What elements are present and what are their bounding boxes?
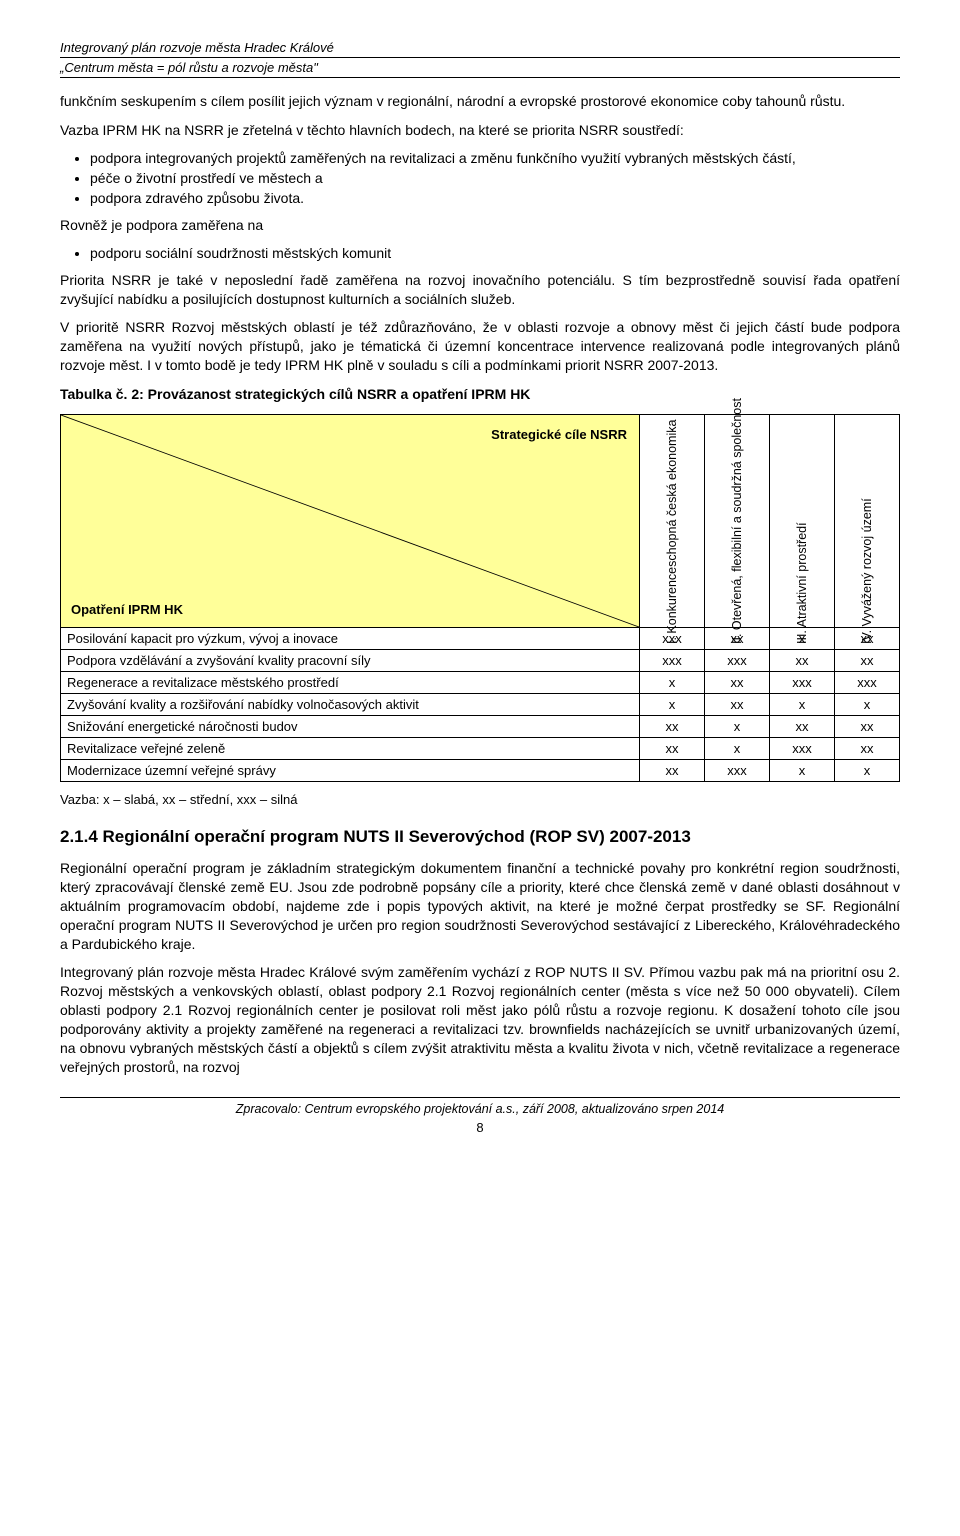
list-item: podporu sociální soudržnosti městských k… xyxy=(90,245,900,261)
table-row: Posilování kapacit pro výzkum, vývoj a i… xyxy=(61,628,900,650)
paragraph: Integrovaný plán rozvoje města Hradec Kr… xyxy=(60,963,900,1076)
cell-value: x xyxy=(705,716,770,738)
cell-value: xx xyxy=(640,716,705,738)
list-item: podpora zdravého způsobu života. xyxy=(90,190,900,206)
column-header: I. Konkurenceschopná česká ekonomika xyxy=(640,415,705,628)
cell-value: xxx xyxy=(640,650,705,672)
cell-value: xx xyxy=(770,650,835,672)
linkage-table: Strategické cíle NSRR Opatření IPRM HK I… xyxy=(60,414,900,782)
cell-value: xx xyxy=(705,694,770,716)
doc-header-line1: Integrovaný plán rozvoje města Hradec Kr… xyxy=(60,40,900,58)
column-header: IV. Vyvážený rozvoj území xyxy=(835,415,900,628)
cell-value: xxx xyxy=(835,672,900,694)
cell-value: xxx xyxy=(770,672,835,694)
bullet-list: podporu sociální soudržnosti městských k… xyxy=(90,245,900,261)
paragraph: Vazba IPRM HK na NSRR je zřetelná v těch… xyxy=(60,121,900,140)
cell-value: xxx xyxy=(705,650,770,672)
row-label: Regenerace a revitalizace městského pros… xyxy=(61,672,640,694)
corner-bottom-label: Opatření IPRM HK xyxy=(71,602,183,617)
cell-value: xx xyxy=(835,716,900,738)
table-row: Revitalizace veřejné zeleněxxxxxxxx xyxy=(61,738,900,760)
cell-value: xx xyxy=(770,716,835,738)
cell-value: xx xyxy=(705,672,770,694)
table-row: Zvyšování kvality a rozšiřování nabídky … xyxy=(61,694,900,716)
cell-value: xx xyxy=(640,760,705,782)
row-label: Posilování kapacit pro výzkum, vývoj a i… xyxy=(61,628,640,650)
doc-header-line2: „Centrum města = pól růstu a rozvoje měs… xyxy=(60,60,900,78)
cell-value: xxx xyxy=(770,738,835,760)
row-label: Revitalizace veřejné zeleně xyxy=(61,738,640,760)
paragraph: funkčním seskupením s cílem posílit jeji… xyxy=(60,92,900,111)
row-label: Snižování energetické náročnosti budov xyxy=(61,716,640,738)
row-label: Podpora vzdělávání a zvyšování kvality p… xyxy=(61,650,640,672)
table-caption: Tabulka č. 2: Provázanost strategických … xyxy=(60,385,900,404)
paragraph: Rovněž je podpora zaměřena na xyxy=(60,216,900,235)
cell-value: xxx xyxy=(705,760,770,782)
cell-value: xx xyxy=(640,738,705,760)
table-row: Regenerace a revitalizace městského pros… xyxy=(61,672,900,694)
bullet-list: podpora integrovaných projektů zaměřenýc… xyxy=(90,150,900,206)
list-item: podpora integrovaných projektů zaměřenýc… xyxy=(90,150,900,166)
cell-value: x xyxy=(640,672,705,694)
paragraph: V prioritě NSRR Rozvoj městských oblastí… xyxy=(60,318,900,375)
footer-text: Zpracovalo: Centrum evropského projektov… xyxy=(60,1097,900,1116)
table-legend: Vazba: x – slabá, xx – střední, xxx – si… xyxy=(60,792,900,807)
cell-value: xx xyxy=(835,738,900,760)
paragraph: Regionální operační program je základním… xyxy=(60,859,900,953)
table-row: Snižování energetické náročnosti budovxx… xyxy=(61,716,900,738)
cell-value: x xyxy=(770,760,835,782)
row-label: Modernizace územní veřejné správy xyxy=(61,760,640,782)
table-row: Modernizace územní veřejné správyxxxxxxx xyxy=(61,760,900,782)
corner-top-label: Strategické cíle NSRR xyxy=(491,427,627,442)
cell-value: x xyxy=(705,738,770,760)
paragraph: Priorita NSRR je také v neposlední řadě … xyxy=(60,271,900,309)
table-row: Podpora vzdělávání a zvyšování kvality p… xyxy=(61,650,900,672)
section-heading: 2.1.4 Regionální operační program NUTS I… xyxy=(60,827,900,847)
column-header: III. Atraktivní prostředí xyxy=(770,415,835,628)
cell-value: xx xyxy=(835,650,900,672)
cell-value: x xyxy=(770,694,835,716)
table-corner-cell: Strategické cíle NSRR Opatření IPRM HK xyxy=(61,415,640,628)
page-number: 8 xyxy=(60,1120,900,1135)
cell-value: x xyxy=(835,694,900,716)
cell-value: x xyxy=(835,760,900,782)
row-label: Zvyšování kvality a rozšiřování nabídky … xyxy=(61,694,640,716)
cell-value: x xyxy=(640,694,705,716)
column-header: II. Otevřená, flexibilní a soudržná spol… xyxy=(705,415,770,628)
list-item: péče o životní prostředí ve městech a xyxy=(90,170,900,186)
